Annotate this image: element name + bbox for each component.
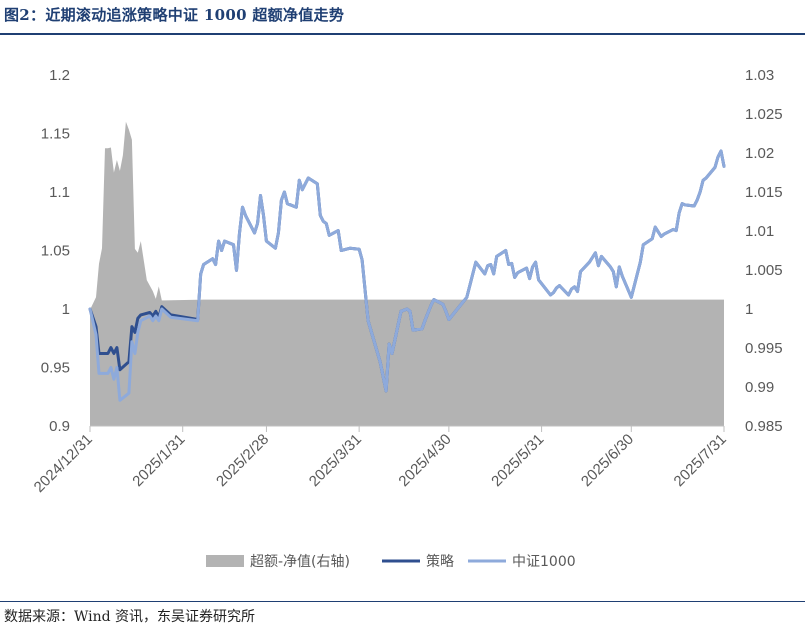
y-left-tick-label: 1 [62,301,70,318]
y-left-tick-label: 0.9 [49,418,70,435]
y-right-tick-label: 1.015 [745,184,783,201]
y-right-tick-label: 1.005 [745,262,783,279]
y-right-tick-label: 1.03 [745,67,774,84]
index-line [88,149,726,402]
legend: 超额-净值(右轴) 策略 中证1000 [206,553,576,570]
y-right-tick-label: 1 [745,301,753,318]
y-left-tick-label: 1.15 [41,126,70,143]
y-left-tick-label: 1.2 [49,67,70,84]
x-tick-label: 2024/12/31 [31,431,96,496]
y-right-tick-label: 0.995 [745,340,783,357]
y-right-tick-label: 0.99 [745,379,774,396]
x-tick-label: 2025/5/31 [488,431,547,490]
legend-excess-label: 超额-净值(右轴) [250,554,350,570]
y-left-tick-label: 0.95 [41,360,70,377]
excess-area [90,121,724,427]
x-tick-label: 2025/3/31 [306,431,365,490]
x-tick-label: 2025/1/31 [129,431,188,490]
series-lines [88,149,726,402]
source-note: 数据来源：Wind 资讯，东吴证券研究所 [4,609,256,625]
x-tick-label: 2025/4/30 [395,431,454,490]
y-left-tick-label: 1.05 [41,243,70,260]
y-right-tick-label: 1.01 [745,223,774,240]
legend-index-label: 中证1000 [512,554,576,570]
figure-title: 图2：近期滚动追涨策略中证 1000 超额净值走势 [4,6,345,24]
footer-rule [0,601,805,602]
x-tick-label: 2025/6/30 [578,431,637,490]
excess-area-layer [90,121,724,427]
x-tick-label: 2025/7/31 [671,431,730,490]
y-right-tick-label: 0.985 [745,418,783,435]
y-right-tick-label: 1.025 [745,106,783,123]
x-tick-label: 2025/2/28 [213,431,272,490]
y-left-tick-label: 1.1 [49,184,70,201]
title-rule [0,33,805,35]
y-right-tick-label: 1.02 [745,145,774,162]
legend-excess-swatch [206,555,244,567]
chart: 2024/12/31 2025/1/31 2025/2/28 2025/3/31 202… [31,67,783,570]
legend-strategy-label: 策略 [426,553,454,570]
